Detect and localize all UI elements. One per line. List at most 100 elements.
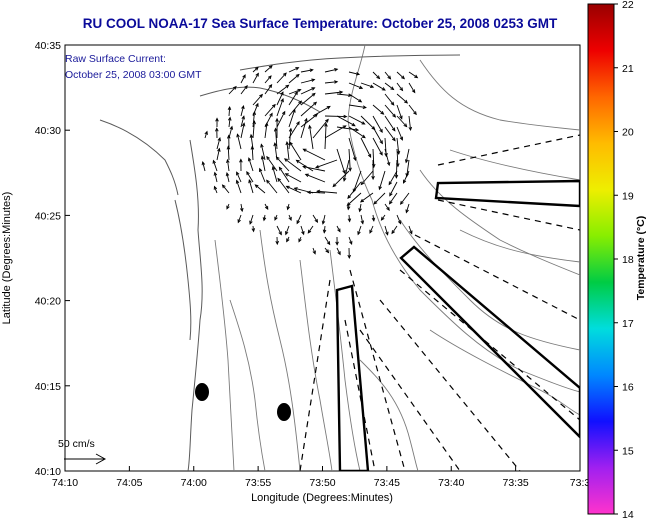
y-tick-label: 40:30: [35, 125, 61, 137]
current-vector-arrow-icon: [315, 159, 338, 169]
current-vector-arrow-icon: [324, 247, 330, 254]
current-vector-arrow-icon: [396, 137, 401, 155]
current-vector-arrow-icon: [266, 155, 278, 172]
current-vector-arrow-icon: [336, 126, 360, 132]
current-vector-arrow-icon: [378, 170, 386, 191]
x-tick-label: 73:55: [245, 477, 271, 489]
current-vector-arrow-icon: [348, 82, 364, 90]
current-vector-arrow-icon: [274, 214, 278, 221]
current-vector-arrow-icon: [226, 134, 231, 150]
current-vector-arrow-icon: [300, 68, 314, 73]
current-note-line1: Raw Surface Current:: [65, 53, 166, 65]
current-vector-arrow-icon: [288, 127, 293, 150]
colorbar-tick-label: 16: [622, 382, 634, 394]
y-tick-label: 40:15: [35, 381, 61, 393]
contour-inner-5: [359, 359, 419, 471]
current-vector-arrow-icon: [322, 225, 327, 234]
x-tick-label: 73:40: [438, 477, 464, 489]
y-tick-label: 40:10: [35, 466, 61, 478]
dashed-lane-1: [437, 134, 580, 166]
colorbar-tick-label: 21: [622, 63, 634, 75]
current-vector-arrow-icon: [324, 236, 331, 246]
figure-title: RU COOL NOAA-17 Sea Surface Temperature:…: [83, 16, 558, 31]
current-vector-arrow-icon: [384, 148, 391, 167]
x-tick-label: 73:45: [374, 477, 400, 489]
current-vector-arrow-icon: [286, 203, 291, 211]
colorbar-ticks: 22 21 20 19 18 17 16 15 14: [614, 0, 634, 518]
current-vector-arrow-icon: [226, 203, 230, 210]
current-vector-arrow-icon: [239, 203, 244, 213]
current-vector-arrow-icon: [276, 91, 284, 106]
current-vector-arrow-icon: [324, 68, 339, 73]
current-vector-arrow-icon: [288, 88, 302, 95]
current-vector-arrow-icon: [312, 118, 329, 139]
current-vector-arrow-icon: [408, 104, 417, 116]
x-tick-label: 74:05: [116, 477, 142, 489]
x-tick-label: 73:35: [502, 477, 528, 489]
land-feature-blob-2: [277, 403, 291, 421]
current-vector-arrow-icon: [346, 192, 362, 207]
current-vector-arrow-icon: [312, 247, 316, 255]
contour-outer-4: [399, 219, 580, 351]
current-vector-arrow-icon: [236, 171, 242, 183]
current-vector-arrow-icon: [372, 137, 383, 156]
current-vector-arrow-icon: [285, 225, 290, 236]
scale-arrow-icon: [64, 453, 107, 465]
current-vector-arrow-icon: [408, 225, 413, 235]
x-axis-label: Longitude (Degrees:Minutes): [251, 492, 393, 504]
current-vector-arrow-icon: [336, 115, 356, 127]
current-vector-arrow-icon: [237, 214, 242, 224]
current-vector-arrow-icon: [396, 115, 408, 128]
current-vector-arrow-icon: [201, 161, 206, 172]
current-vector-arrow-icon: [277, 177, 290, 194]
current-vector-arrow-icon: [405, 203, 410, 214]
current-vector-arrow-icon: [396, 104, 403, 120]
land-feature-blob-1: [195, 383, 209, 401]
current-vector-arrow-icon: [384, 104, 397, 118]
current-vector-arrow-icon: [264, 122, 269, 139]
current-vector-arrow-icon: [300, 117, 308, 139]
current-vector-arrow-icon: [360, 137, 372, 159]
contour-inner-6: [429, 329, 580, 416]
current-vector-arrow-icon: [252, 93, 263, 106]
colorbar-tick-label: 14: [622, 509, 634, 518]
current-vector-arrow-icon: [391, 225, 398, 235]
current-vector-arrow-icon: [286, 236, 290, 243]
current-vector-arrow-icon: [384, 126, 396, 142]
current-vector-arrow-icon: [348, 93, 363, 103]
current-vector-arrow-icon: [240, 84, 248, 95]
current-vector-arrow-icon: [285, 185, 302, 194]
current-vector-arrow-icon: [276, 84, 290, 95]
current-vector-arrow-icon: [321, 214, 326, 225]
current-vector-arrow-icon: [251, 225, 256, 233]
current-vector-arrow-icon: [369, 225, 374, 234]
current-vector-arrow-icon: [372, 71, 381, 80]
current-vector-arrow-icon: [360, 170, 374, 186]
current-vector-arrow-icon: [298, 236, 302, 243]
current-vector-arrow-icon: [372, 104, 385, 115]
current-vector-arrow-icon: [226, 145, 231, 161]
current-vector-arrow-icon: [335, 236, 339, 246]
current-vector-arrow-icon: [300, 101, 318, 117]
dashed-lane-2: [437, 199, 580, 231]
current-vector-arrow-icon: [306, 190, 326, 195]
y-tick-label: 40:25: [35, 210, 61, 222]
current-vector-arrow-icon: [252, 110, 257, 128]
current-vector-arrow-icon: [384, 82, 395, 91]
current-vector-arrow-icon: [372, 82, 386, 91]
colorbar-label: Temperature (°C): [635, 216, 647, 301]
current-vector-arrow-icon: [404, 148, 410, 164]
current-vector-arrow-icon: [357, 225, 362, 236]
current-vector-arrow-icon: [348, 148, 352, 172]
current-vector-arrow-icon: [264, 203, 269, 211]
current-vector-arrow-icon: [399, 192, 410, 205]
dashed-lane-8: [344, 319, 376, 471]
current-vector-arrow-icon: [252, 66, 259, 73]
current-vector-arrow-icon: [371, 214, 376, 222]
dashed-lane-3: [414, 234, 580, 321]
y-axis-label: Latitude (Degrees:Minutes): [1, 192, 13, 325]
x-tick-label: 73:50: [309, 477, 335, 489]
current-vector-arrow-icon: [240, 74, 246, 84]
current-vector-arrow-icon: [212, 159, 218, 172]
current-vector-arrow-icon: [302, 165, 326, 172]
